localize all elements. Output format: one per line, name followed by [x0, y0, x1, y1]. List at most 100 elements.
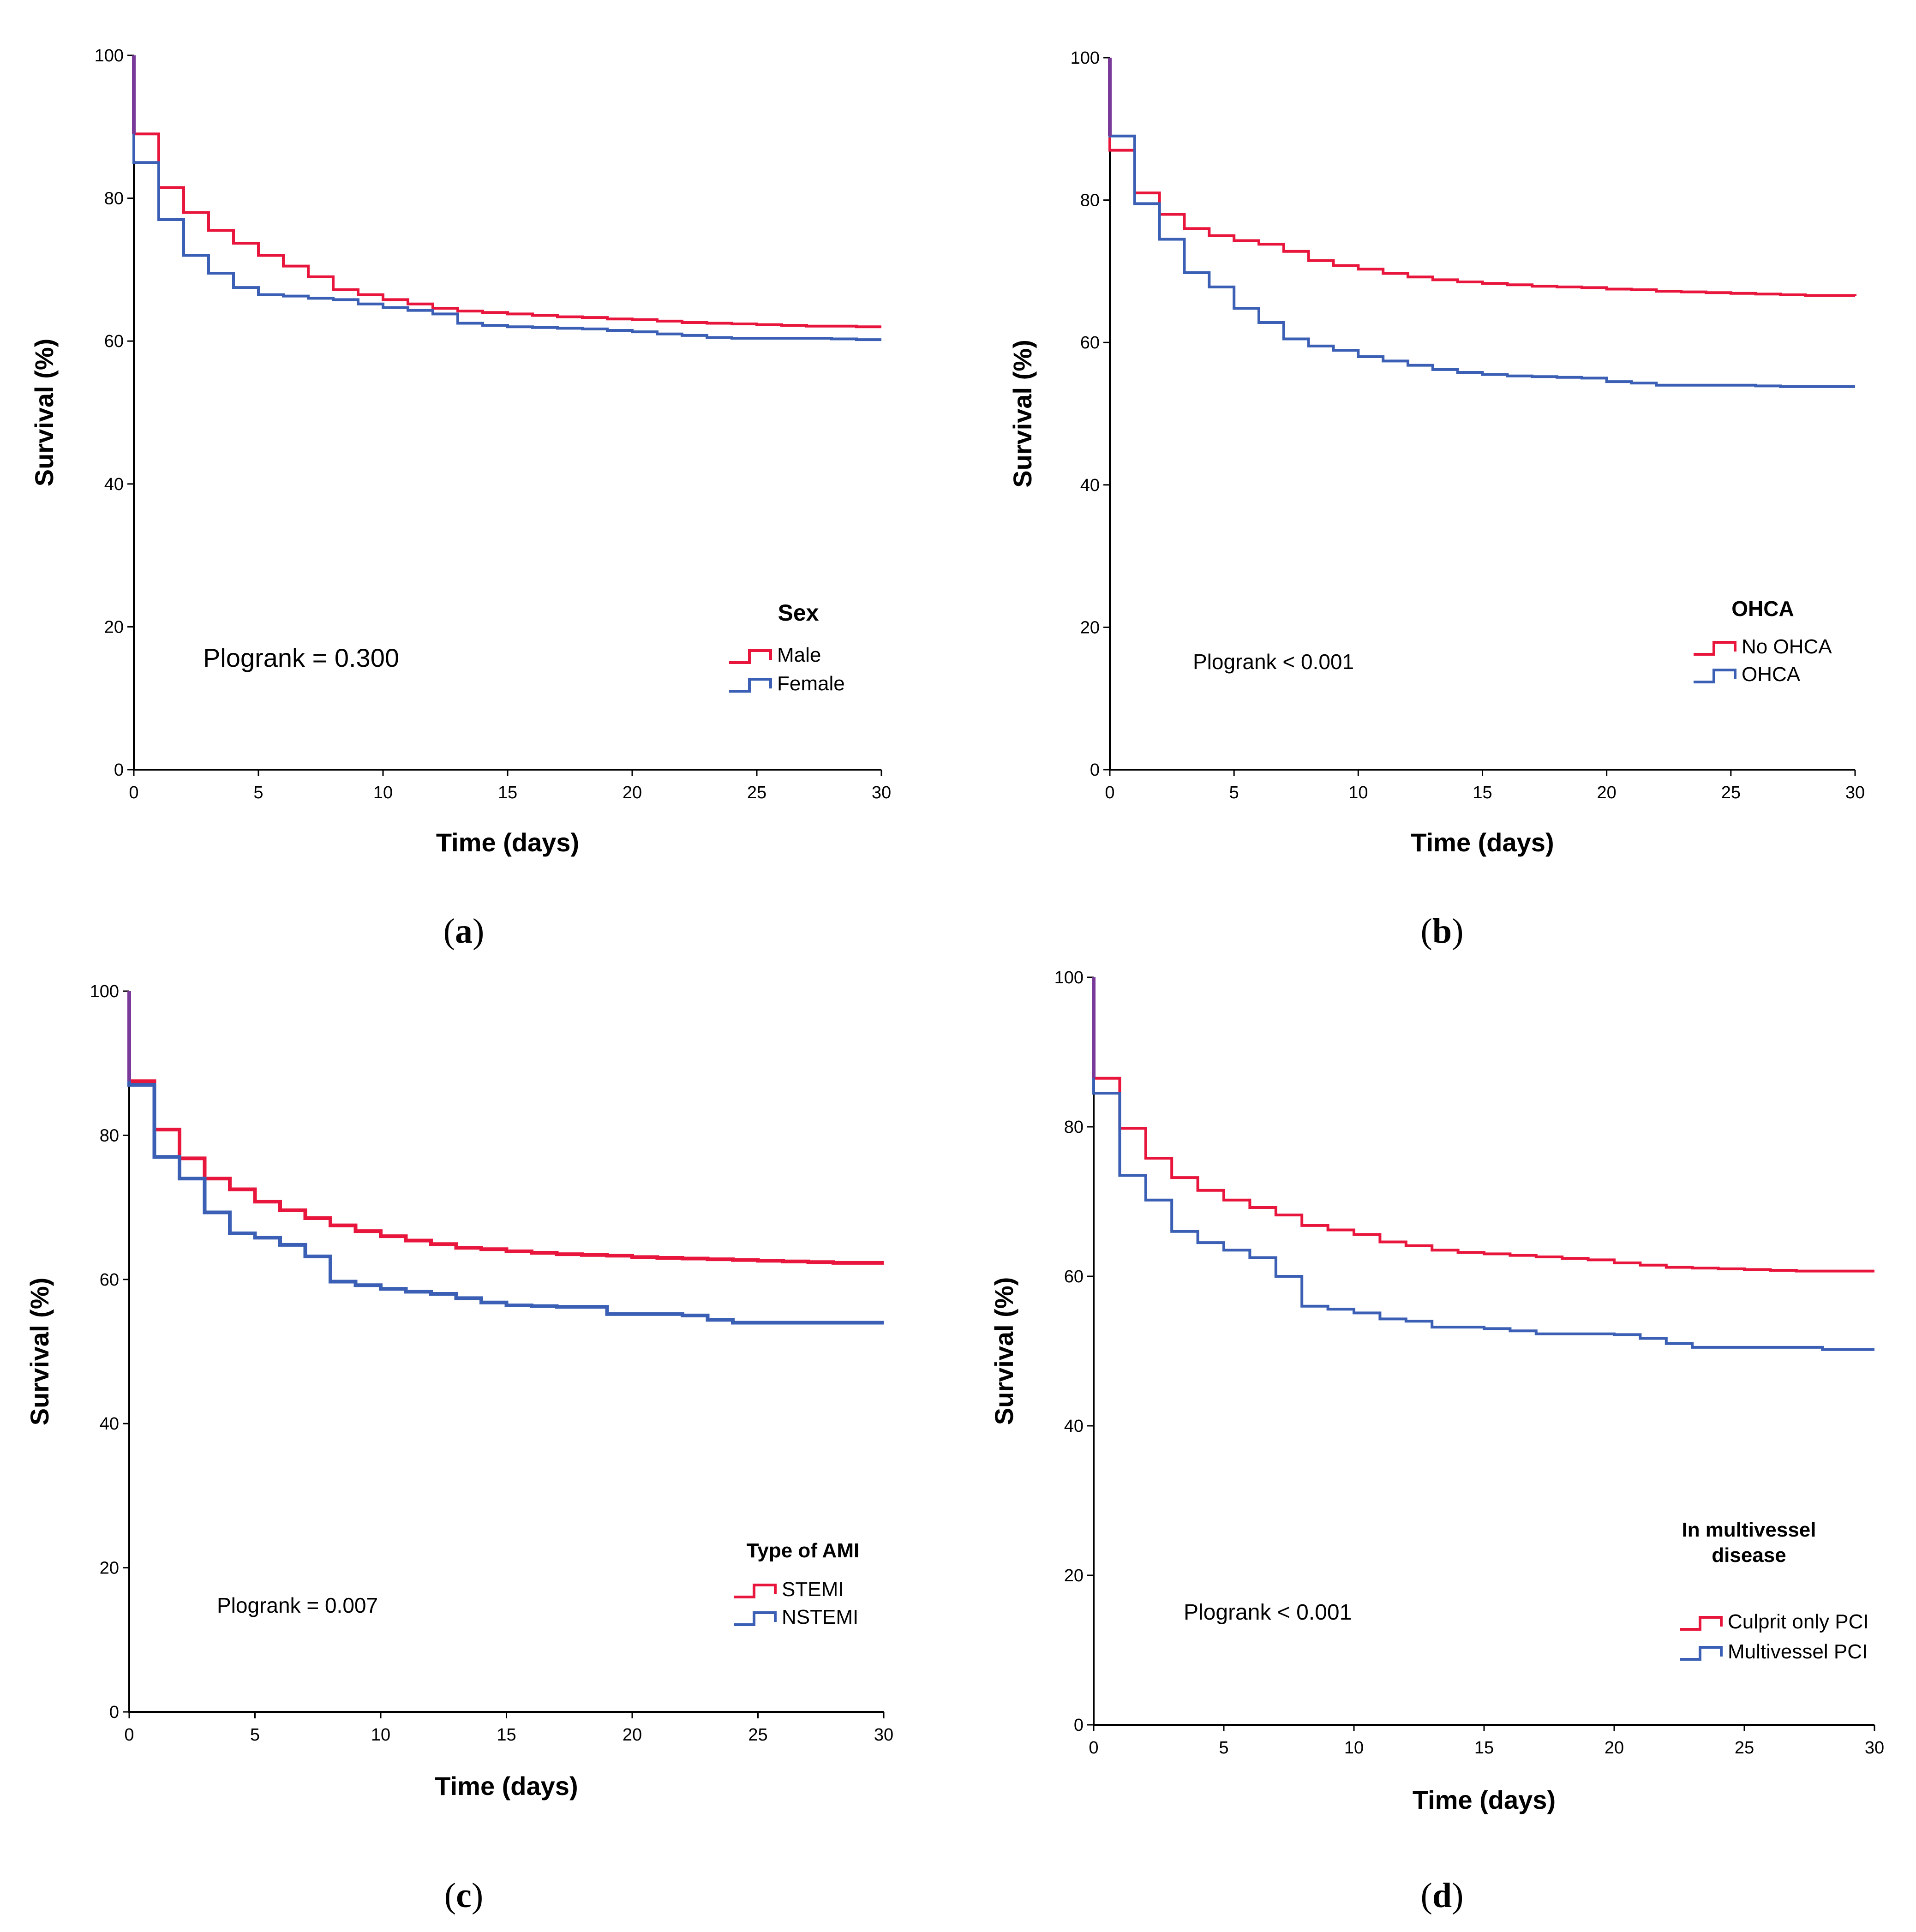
y-tick-label: 0 — [1090, 760, 1100, 780]
y-tick-label: 40 — [104, 475, 124, 494]
x-tick-label: 15 — [498, 783, 517, 802]
plogrank-annotation: Plogrank = 0.300 — [203, 643, 399, 672]
legend-title: Sex — [778, 600, 819, 626]
y-axis-title: Survival (%) — [1008, 340, 1037, 488]
legend-swatch — [1694, 669, 1736, 683]
y-tick-label: 40 — [1080, 476, 1100, 495]
x-tick-label: 15 — [1473, 783, 1492, 802]
legend-swatch — [734, 1584, 777, 1598]
x-axis-title: Time (days) — [435, 1771, 578, 1800]
y-tick-label: 20 — [1064, 1566, 1084, 1585]
x-tick-label: 20 — [1597, 783, 1617, 802]
caption-d: (d) — [1420, 1876, 1464, 1915]
x-tick-label: 0 — [129, 783, 138, 802]
x-tick-label: 5 — [1219, 1738, 1228, 1758]
x-tick-label: 5 — [1229, 783, 1239, 802]
x-tick-label: 20 — [623, 783, 642, 802]
y-tick-label: 80 — [1080, 191, 1100, 210]
x-tick-label: 0 — [1105, 783, 1114, 802]
x-tick-label: 30 — [1845, 783, 1865, 802]
y-axis-title: Survival (%) — [989, 1277, 1018, 1425]
y-tick-label: 100 — [95, 46, 124, 66]
y-tick-label: 100 — [90, 982, 119, 1001]
x-tick-label: 0 — [1089, 1738, 1098, 1758]
legend-label: Male — [777, 644, 821, 666]
km-panel-1: 0 20 40 60 80 100 0 5 10 15 20 25 30 Time (days) Survi… — [1008, 48, 1865, 857]
x-tick-label: 25 — [748, 1725, 767, 1745]
y-tick-label: 60 — [104, 332, 124, 351]
legend-title: disease — [1712, 1544, 1786, 1567]
x-tick-label: 30 — [874, 1725, 893, 1745]
y-tick-label: 20 — [104, 617, 124, 637]
km-curve-no-ohca — [1108, 58, 1856, 297]
y-tick-label: 60 — [100, 1270, 119, 1290]
y-tick-label: 20 — [100, 1559, 119, 1578]
x-tick-label: 10 — [1344, 1738, 1364, 1758]
y-tick-label: 80 — [1064, 1118, 1084, 1137]
y-axis-title: Survival (%) — [25, 1278, 54, 1426]
x-tick-label: 30 — [872, 783, 891, 802]
legend-swatch — [734, 1611, 777, 1626]
km-panel-2: 0 20 40 60 80 100 0 5 10 15 20 25 30 Time (days) Survi… — [25, 982, 893, 1800]
y-tick-label: 80 — [104, 189, 124, 209]
y-tick-label: 60 — [1064, 1267, 1084, 1286]
x-tick-label: 30 — [1865, 1738, 1884, 1758]
legend-swatch — [729, 678, 772, 693]
km-panel-0: 0 20 40 60 80 100 0 5 10 15 20 25 30 Time (days) Survi… — [30, 46, 891, 857]
legend-title: In multivessel — [1682, 1519, 1816, 1541]
x-axis-title: Time (days) — [1413, 1785, 1556, 1814]
plogrank-annotation: Plogrank = 0.007 — [217, 1593, 378, 1617]
km-curve-female — [132, 55, 881, 341]
km-curve-multivessel-pci — [1092, 977, 1874, 1351]
x-tick-label: 20 — [623, 1725, 642, 1745]
y-tick-label: 40 — [100, 1414, 119, 1434]
km-panel-3: 0 20 40 60 80 100 0 5 10 15 20 25 30 Time (days) Survi… — [989, 968, 1884, 1814]
y-tick-label: 0 — [114, 760, 124, 780]
legend-label: OHCA — [1742, 663, 1801, 686]
y-tick-label: 100 — [1071, 48, 1100, 68]
y-tick-label: 40 — [1064, 1417, 1084, 1436]
legend-label: STEMI — [782, 1578, 844, 1601]
legend-label: NSTEMI — [782, 1606, 858, 1628]
y-tick-label: 80 — [100, 1126, 119, 1145]
legend-label: Multivessel PCI — [1728, 1640, 1868, 1663]
x-tick-label: 10 — [371, 1725, 390, 1745]
legend-swatch — [1680, 1646, 1723, 1661]
km-curve-nstemi — [127, 991, 884, 1325]
km-curve-culprit-only-pci — [1092, 977, 1874, 1273]
caption-c: (c) — [444, 1876, 484, 1915]
x-tick-label: 0 — [124, 1725, 134, 1745]
x-tick-label: 25 — [1735, 1738, 1754, 1758]
x-tick-label: 25 — [747, 783, 766, 802]
y-tick-label: 20 — [1080, 618, 1100, 637]
legend-title: Type of AMI — [747, 1539, 859, 1562]
legend-label: Culprit only PCI — [1728, 1610, 1869, 1633]
plogrank-annotation: Plogrank < 0.001 — [1184, 1600, 1352, 1625]
caption-b: (b) — [1420, 912, 1464, 951]
y-tick-label: 100 — [1054, 968, 1084, 987]
legend-title: OHCA — [1731, 597, 1794, 621]
km-curve-ohca — [1108, 58, 1855, 388]
km-curve-stemi — [127, 991, 884, 1265]
x-axis-title: Time (days) — [1411, 828, 1554, 857]
x-tick-label: 10 — [1348, 783, 1368, 802]
x-tick-label: 20 — [1605, 1738, 1624, 1758]
y-tick-label: 60 — [1080, 333, 1100, 353]
x-tick-label: 10 — [373, 783, 393, 802]
y-axis-title: Survival (%) — [30, 339, 59, 487]
x-tick-label: 15 — [497, 1725, 516, 1745]
legend-swatch — [1694, 641, 1736, 656]
x-axis-title: Time (days) — [436, 828, 579, 857]
y-tick-label: 0 — [1074, 1716, 1084, 1735]
plogrank-annotation: Plogrank < 0.001 — [1193, 650, 1354, 674]
legend-label: No OHCA — [1742, 635, 1832, 658]
x-tick-label: 5 — [253, 783, 263, 802]
x-tick-label: 5 — [250, 1725, 260, 1745]
x-tick-label: 25 — [1721, 783, 1741, 802]
y-tick-label: 0 — [109, 1703, 119, 1722]
legend-label: Female — [777, 672, 845, 695]
legend-swatch — [729, 649, 772, 664]
legend-swatch — [1680, 1616, 1723, 1631]
caption-a: (a) — [443, 912, 485, 951]
